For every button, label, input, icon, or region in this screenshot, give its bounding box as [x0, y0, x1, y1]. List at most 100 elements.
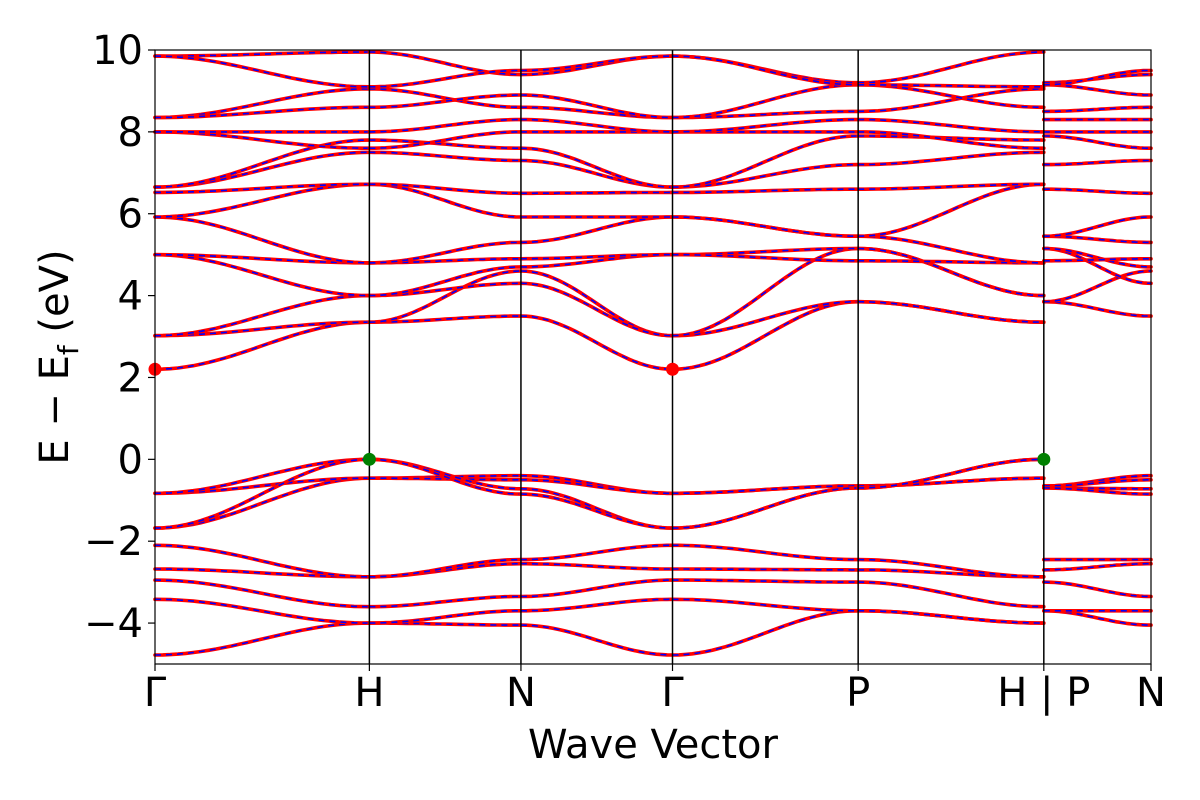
band-line-overlay-1-24 — [369, 69, 521, 88]
band-line-overlay-0-23 — [155, 51, 370, 57]
band-line-overlay-3-1 — [672, 598, 859, 612]
band-line-overlay-3-3 — [672, 568, 859, 571]
band-line-overlay-3-9 — [672, 300, 859, 371]
plot-frame — [154, 49, 1152, 665]
x-tick-label: N — [506, 670, 536, 716]
band-line-1-21 — [367, 87, 523, 110]
band-line-4-12 — [856, 246, 1046, 298]
band-line-overlay-1-14 — [369, 241, 521, 264]
band-line-overlay-5-24 — [1043, 69, 1151, 86]
band-line-overlay-3-17 — [672, 163, 859, 188]
y-tick-label: 4 — [118, 274, 143, 320]
band-line-overlay-5-8 — [1043, 487, 1151, 495]
band-line-3-0 — [670, 609, 860, 657]
band-line-5-15 — [1042, 215, 1153, 238]
band-line-2-23 — [519, 54, 675, 77]
band-line-overlay-3-2 — [672, 579, 859, 583]
band-line-overlay-4-20 — [858, 118, 1044, 133]
band-line-overlay-5-12 — [1043, 247, 1151, 268]
x-axis-label: Wave Vector — [528, 722, 779, 768]
band-line-1-24 — [367, 68, 523, 89]
band-line-overlay-2-3 — [520, 562, 673, 570]
band-line-overlay-1-4 — [369, 558, 521, 578]
band-line-0-2 — [153, 578, 372, 609]
y-tick-label: 2 — [118, 355, 143, 401]
x-tick-label: P — [846, 670, 870, 716]
band-line-2-24 — [519, 54, 675, 73]
band-line-overlay-2-4 — [520, 544, 673, 561]
band-line-overlay-2-1 — [520, 598, 673, 612]
band-line-overlay-4-21 — [858, 88, 1044, 113]
band-line-overlay-4-19 — [858, 131, 1044, 149]
band-line-overlay-4-22 — [858, 84, 1044, 109]
band-line-1-1 — [367, 609, 523, 625]
band-line-overlay-2-6 — [520, 479, 673, 495]
band-line-overlay-0-22 — [155, 106, 370, 119]
band-line-5-2 — [1042, 580, 1153, 599]
band-line-overlay-1-9 — [369, 315, 521, 323]
band-line-overlay-1-18 — [369, 139, 521, 149]
band-line-5-9 — [1042, 299, 1153, 318]
band-line-overlay-1-19 — [369, 131, 521, 149]
band-line-4-23 — [856, 50, 1046, 85]
band-line-overlay-1-17 — [369, 151, 521, 162]
y-tick-label: 0 — [118, 437, 143, 483]
band-line-5-18 — [1042, 134, 1153, 150]
band-line-overlay-0-24 — [154, 55, 370, 88]
x-tick-label: Γ — [144, 670, 167, 716]
band-line-overlay-2-13 — [520, 253, 673, 260]
band-line-overlay-1-6 — [369, 477, 521, 481]
band-line-overlay-2-11 — [520, 282, 673, 337]
band-line-overlay-5-0 — [1043, 610, 1151, 626]
band-line-overlay-4-10 — [858, 300, 1044, 323]
band-line-overlay-5-23 — [1043, 73, 1151, 84]
band-line-overlay-0-14 — [154, 216, 370, 264]
high-symmetry-lines — [368, 50, 1045, 664]
band-lines — [153, 50, 1153, 657]
band-line-overlay-4-24 — [858, 84, 1044, 88]
band-line-overlay-3-16 — [672, 188, 859, 194]
band-line-overlay-3-22 — [672, 84, 859, 119]
band-line-overlay-3-20 — [672, 118, 859, 133]
band-line-overlay-4-18 — [858, 135, 1044, 141]
band-line-overlay-5-15 — [1043, 216, 1152, 237]
band-line-overlay-1-21 — [369, 88, 521, 109]
band-line-overlay-5-2 — [1043, 581, 1152, 598]
band-line-overlay-5-16 — [1043, 188, 1151, 195]
band-line-overlay-3-12 — [672, 247, 859, 256]
band-line-overlay-3-4 — [672, 544, 859, 561]
band-line-overlay-0-9 — [154, 321, 370, 371]
band-line-overlay-1-2 — [369, 595, 521, 608]
band-line-overlay-4-17 — [858, 151, 1044, 166]
band-line-4-15 — [856, 182, 1046, 238]
x-tick-label: H | P — [997, 670, 1090, 716]
band-line-overlay-2-2 — [520, 579, 673, 598]
band-line-overlay-2-20 — [520, 118, 673, 133]
band-line-overlay-5-6 — [1043, 479, 1151, 487]
band-line-1-4 — [367, 557, 523, 579]
band-line-overlay-4-1 — [858, 610, 1044, 624]
band-line-5-22 — [1042, 83, 1153, 97]
band-line-overlay-4-2 — [858, 581, 1044, 608]
band-line-1-2 — [367, 594, 523, 609]
band-line-overlay-5-7 — [1043, 487, 1151, 490]
band-line-overlay-5-9 — [1043, 300, 1152, 317]
vbm-marker — [362, 452, 376, 466]
band-line-overlay-0-11 — [154, 294, 370, 337]
band-line-overlay-0-7 — [154, 458, 370, 495]
band-line-overlay-3-11 — [672, 247, 859, 337]
band-line-overlay-4-14 — [858, 235, 1044, 264]
band-line-overlay-5-11 — [1043, 247, 1152, 285]
y-tick-label: −2 — [84, 519, 143, 565]
x-axis-ticks: Γ H N Γ P H | P N — [144, 664, 1166, 716]
band-line-overlay-0-2 — [154, 579, 370, 608]
band-line-overlay-5-5 — [1043, 474, 1151, 487]
band-edge-markers — [148, 362, 1051, 466]
band-line-2-2 — [519, 578, 675, 599]
band-line-overlay-3-24 — [672, 55, 859, 86]
band-line-overlay-3-10 — [672, 300, 859, 337]
band-line-overlay-5-22 — [1043, 84, 1151, 96]
y-tick-label: −4 — [84, 601, 143, 647]
band-line-overlay-5-18 — [1043, 135, 1151, 149]
band-line-1-16 — [367, 182, 523, 196]
